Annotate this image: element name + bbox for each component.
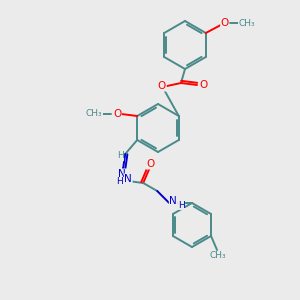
Text: H: H <box>178 200 184 209</box>
Text: O: O <box>146 159 154 169</box>
Text: N: N <box>124 174 132 184</box>
Text: H: H <box>117 152 124 160</box>
Text: O: O <box>158 81 166 91</box>
Text: CH₃: CH₃ <box>238 19 255 28</box>
Text: O: O <box>113 109 121 119</box>
Text: O: O <box>199 80 207 90</box>
Text: N: N <box>169 196 177 206</box>
Text: N: N <box>118 169 126 179</box>
Text: CH₃: CH₃ <box>210 251 226 260</box>
Text: H: H <box>116 178 123 187</box>
Text: O: O <box>221 18 229 28</box>
Text: CH₃: CH₃ <box>86 110 103 118</box>
